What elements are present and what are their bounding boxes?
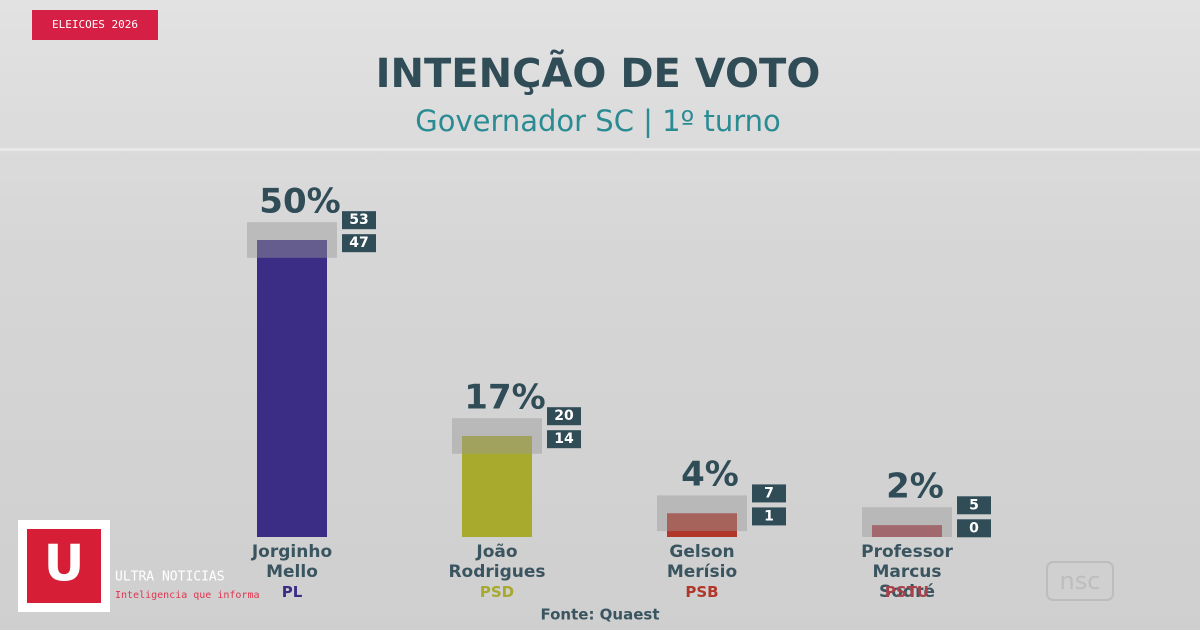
lower-box xyxy=(547,430,581,449)
brand-tagline: Inteligencia que informa xyxy=(115,590,260,601)
watermark: nsc xyxy=(1060,567,1101,595)
chart-title: INTENÇÃO DE VOTO xyxy=(376,48,821,97)
lower-label: 14 xyxy=(554,431,574,447)
upper-box xyxy=(957,496,991,515)
chart-subtitle: Governador SC | 1º turno xyxy=(415,104,781,138)
error-range xyxy=(862,507,952,537)
lower-label: 1 xyxy=(764,508,774,524)
bar xyxy=(667,513,737,537)
party-label: PSD xyxy=(479,583,515,601)
error-range xyxy=(247,222,337,258)
party-label: PSB xyxy=(685,583,719,601)
badge-bg xyxy=(32,10,158,40)
category-label: Professor Marcus Sodré xyxy=(861,542,953,602)
upper-box xyxy=(547,407,581,426)
lower-box xyxy=(957,519,991,538)
value-label: 17% xyxy=(464,378,545,418)
upper-label: 20 xyxy=(554,408,574,424)
source: Fonte: Quaest xyxy=(540,606,659,624)
divider xyxy=(0,148,1200,151)
party-label: PL xyxy=(281,583,303,601)
watermark-box xyxy=(1046,561,1114,601)
brand-name: ULTRA NOTICIAS xyxy=(115,570,225,585)
bar xyxy=(257,240,327,537)
upper-box xyxy=(342,211,376,230)
upper-label: 53 xyxy=(349,212,368,228)
upper-box xyxy=(752,484,786,503)
bar xyxy=(872,525,942,537)
bar xyxy=(462,436,532,537)
error-range xyxy=(452,418,542,454)
logo: U xyxy=(44,535,85,593)
value-label: 4% xyxy=(681,455,739,495)
party-label: PSTU xyxy=(884,583,930,601)
lower-label: 47 xyxy=(349,235,368,251)
logo-inner xyxy=(27,529,101,603)
lower-label: 0 xyxy=(969,520,979,536)
lower-box xyxy=(752,507,786,526)
upper-label: 5 xyxy=(969,497,979,513)
value-label: 2% xyxy=(886,467,944,507)
badge: ELEICOES 2026 xyxy=(52,18,138,31)
value-label: 50% xyxy=(259,182,340,222)
error-range xyxy=(657,495,747,532)
lower-box xyxy=(342,234,376,253)
category-label: Gelson Merísio xyxy=(666,542,738,582)
category-label: João Rodrigues xyxy=(448,542,546,582)
upper-label: 7 xyxy=(764,485,774,501)
category-label: Jorginho Mello xyxy=(251,542,333,582)
